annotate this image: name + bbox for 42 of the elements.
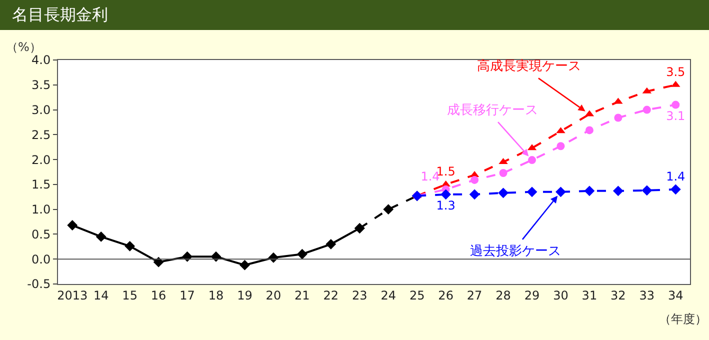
data-label: 1.4 [666, 169, 686, 184]
x-tick-label: 32 [610, 288, 626, 302]
data-label: 3.1 [666, 108, 686, 123]
text: 高成長実現ケース [477, 58, 581, 74]
y-tick-label: 4.0 [32, 53, 51, 68]
y-tick-label: 2.5 [32, 128, 51, 142]
text: 成長移行ケース [447, 103, 538, 118]
x-tick-label: 28 [496, 288, 511, 302]
data-label: 3.5 [666, 64, 686, 79]
text: 過去投影ケース [470, 244, 561, 259]
x-tick-label: 30 [553, 288, 568, 302]
data-label: 1.3 [436, 198, 456, 212]
x-tick-label: 16 [150, 288, 166, 302]
x-tick-label: 27 [466, 288, 482, 302]
x-tick-label: 19 [237, 288, 252, 302]
y-tick-label: 3.0 [32, 102, 51, 117]
x-tick-label: 33 [639, 288, 655, 302]
x-tick-label: 17 [180, 288, 195, 302]
x-tick-label: 24 [380, 288, 396, 302]
x-tick-label: 2013 [57, 288, 88, 302]
x-tick-label: 20 [266, 288, 282, 302]
x-tick-label: 26 [438, 288, 454, 302]
y-tick-label: 1.5 [32, 178, 51, 192]
x-tick-label: 21 [294, 288, 310, 302]
y-tick-label: 0.5 [32, 227, 51, 242]
y-tick-label: 3.5 [32, 78, 51, 92]
x-tick-label: 25 [409, 288, 425, 302]
x-tick-label: 15 [122, 288, 138, 302]
x-axis-title: （年度） [659, 312, 707, 326]
y-tick-label: 1.0 [32, 202, 51, 217]
x-tick-label: 22 [323, 288, 339, 302]
x-tick-label: 34 [668, 288, 684, 302]
x-tick-label: 23 [352, 288, 368, 302]
y-tick-label: 0.0 [32, 252, 51, 266]
x-tick-label: 31 [582, 288, 598, 302]
x-tick-label: 18 [208, 288, 224, 302]
y-tick-label: -0.5 [27, 277, 51, 292]
y-tick-label: 2.0 [32, 152, 51, 167]
chart-title: 名目長期金利 [0, 0, 709, 30]
x-tick-label: 29 [524, 288, 540, 302]
y-axis-title: （%） [6, 40, 42, 54]
x-tick-label: 14 [93, 288, 109, 302]
